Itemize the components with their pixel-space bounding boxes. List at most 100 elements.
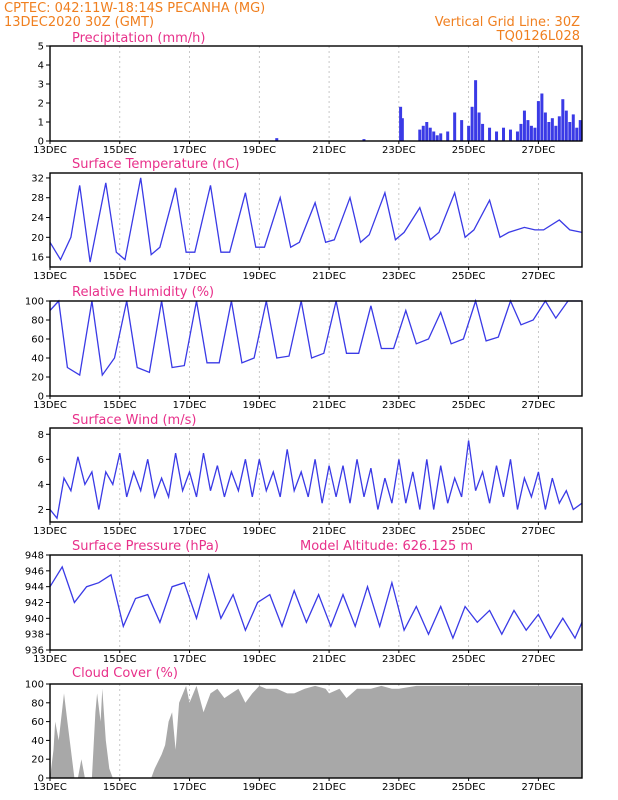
temp-frame [49, 172, 583, 268]
y-tick-label: 5 [38, 42, 44, 53]
x-tick-label: 17DEC [173, 782, 207, 793]
precip-bar [575, 127, 579, 141]
x-tick-label: 13DEC [33, 400, 67, 411]
x-tick-label: 17DEC [173, 271, 207, 282]
precip-title: Precipitation (mm/h) [72, 31, 205, 46]
header-gridline: Vertical Grid Line: 30Z [435, 15, 580, 30]
wind-frame [49, 427, 583, 523]
wind-title: Surface Wind (m/s) [72, 413, 196, 428]
x-tick-label: 27DEC [522, 145, 556, 156]
precip-bar [453, 112, 457, 141]
precip-panel: 0 1 2 3 4 5 13DEC 15DEC 17DEC 19DEC 21DEC 23DEC 25DE… [33, 42, 583, 156]
y-tick-label: 32 [31, 173, 44, 184]
x-tick-label: 25DEC [452, 400, 486, 411]
x-tick-label: 23DEC [382, 271, 416, 282]
x-tick-label: 19DEC [242, 271, 276, 282]
rh-panel: 0 20 40 60 80 100 13DEC 15DEC 17DEC 19DEC 21DEC 23D… [25, 297, 583, 411]
y-tick-label: 942 [25, 598, 44, 609]
precip-bar [460, 120, 464, 141]
y-tick-label: 936 [25, 646, 44, 657]
wind-panel: 2 4 6 8 13DEC 15DEC 17DEC 19DEC 21DEC 23DEC 25DEC 2… [33, 427, 583, 537]
y-tick-label: 0 [38, 137, 44, 148]
precip-bar [557, 116, 561, 141]
x-tick-label: 21DEC [312, 145, 346, 156]
x-tick-label: 27DEC [522, 526, 556, 537]
precip-bar [526, 120, 530, 141]
precip-bar [540, 93, 544, 141]
wind-series-line [49, 440, 583, 520]
y-tick-label: 946 [25, 566, 44, 577]
precip-bar [432, 131, 436, 141]
x-tick-label: 15DEC [103, 654, 137, 665]
precip-bar [481, 123, 485, 141]
x-tick-label: 25DEC [452, 782, 486, 793]
x-tick-label: 13DEC [33, 271, 67, 282]
cloud-title: Cloud Cover (%) [72, 666, 178, 681]
precip-bar [533, 127, 537, 141]
x-tick-label: 19DEC [242, 400, 276, 411]
rh-frame [49, 300, 583, 397]
precip-bar [543, 112, 547, 141]
x-tick-label: 27DEC [522, 271, 556, 282]
y-tick-label: 100 [25, 297, 44, 308]
y-tick-label: 0 [38, 392, 44, 403]
x-tick-label: 25DEC [452, 271, 486, 282]
y-tick-label: 0 [38, 774, 44, 785]
y-tick-label: 80 [31, 316, 44, 327]
precip-bar [554, 125, 558, 141]
x-tick-label: 23DEC [382, 526, 416, 537]
x-tick-label: 15DEC [103, 526, 137, 537]
precip-bar [578, 120, 582, 141]
y-tick-label: 2 [38, 505, 44, 516]
y-tick-label: 16 [31, 253, 44, 264]
temp-series-line [49, 177, 583, 263]
y-tick-label: 80 [31, 698, 44, 709]
precip-bar [515, 131, 519, 141]
precip-bar [418, 129, 422, 141]
cloud-area [50, 685, 582, 778]
x-tick-label: 25DEC [452, 654, 486, 665]
precip-bar [564, 110, 568, 141]
precip-bar [435, 135, 439, 141]
pres-series-line [49, 565, 583, 640]
y-tick-label: 938 [25, 630, 44, 641]
precip-bar [502, 127, 506, 141]
x-tick-label: 21DEC [312, 526, 346, 537]
y-tick-label: 8 [38, 430, 44, 441]
x-tick-label: 25DEC [452, 526, 486, 537]
x-tick-label: 15DEC [103, 145, 137, 156]
cloud-frame [49, 683, 583, 779]
rh-title: Relative Humidity (%) [72, 285, 214, 300]
y-tick-label: 40 [31, 736, 44, 747]
rh-series-line [49, 298, 582, 377]
precip-bar [399, 106, 403, 141]
x-tick-label: 23DEC [382, 145, 416, 156]
y-tick-label: 3 [38, 80, 44, 91]
x-tick-label: 21DEC [312, 271, 346, 282]
y-tick-label: 40 [31, 354, 44, 365]
x-tick-label: 21DEC [312, 654, 346, 665]
x-tick-label: 17DEC [173, 400, 207, 411]
precip-bar [400, 118, 404, 141]
x-tick-label: 17DEC [173, 526, 207, 537]
y-tick-label: 4 [38, 61, 44, 72]
temp-panel: 16 20 24 28 32 13DEC 15DEC 17DEC 19DEC 21DEC 23DEC… [31, 172, 583, 282]
precip-bar [477, 112, 481, 141]
y-tick-label: 4 [38, 480, 44, 491]
x-tick-label: 25DEC [452, 145, 486, 156]
x-tick-label: 19DEC [242, 526, 276, 537]
precip-frame [49, 45, 583, 142]
y-tick-label: 944 [25, 582, 44, 593]
y-tick-label: 20 [31, 373, 44, 384]
x-tick-label: 13DEC [33, 654, 67, 665]
x-tick-label: 19DEC [242, 654, 276, 665]
precip-bar [519, 123, 523, 141]
y-tick-label: 6 [38, 455, 44, 466]
x-tick-label: 13DEC [33, 526, 67, 537]
y-tick-label: 20 [31, 233, 44, 244]
y-tick-label: 1 [38, 118, 44, 129]
precip-bar [470, 106, 474, 141]
y-tick-label: 100 [25, 680, 44, 691]
x-tick-label: 13DEC [33, 782, 67, 793]
precip-bar [467, 125, 471, 141]
